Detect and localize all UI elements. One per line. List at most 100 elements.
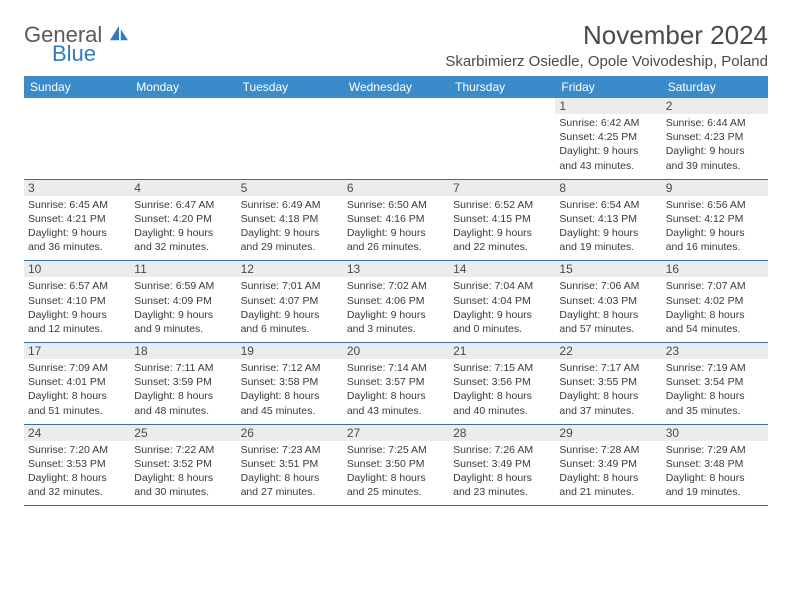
calendar-week: 10Sunrise: 6:57 AMSunset: 4:10 PMDayligh… <box>24 261 768 343</box>
calendar-cell: 27 Sunrise: 7:25 AMSunset: 3:50 PMDayligh… <box>343 424 449 506</box>
calendar-cell: 17Sunrise: 7:09 AMSunset: 4:01 PMDayligh… <box>24 343 130 425</box>
day-number: 17 <box>24 343 130 359</box>
calendar-cell <box>343 98 449 179</box>
calendar-cell: 8Sunrise: 6:54 AMSunset: 4:13 PMDaylight… <box>555 179 661 261</box>
day-details: Sunrise: 7:22 AMSunset: 3:52 PMDaylight:… <box>134 443 232 500</box>
calendar-cell: 20 Sunrise: 7:14 AMSunset: 3:57 PMDayligh… <box>343 343 449 425</box>
calendar-cell: 28 Sunrise: 7:26 AMSunset: 3:49 PMDayligh… <box>449 424 555 506</box>
day-details: Sunrise: 7:14 AMSunset: 3:57 PMDaylight:… <box>347 361 445 418</box>
weekday-header: Thursday <box>449 76 555 98</box>
calendar-cell: 2Sunrise: 6:44 AMSunset: 4:23 PMDaylight… <box>662 98 768 179</box>
calendar-cell: 4Sunrise: 6:47 AMSunset: 4:20 PMDaylight… <box>130 179 236 261</box>
day-details: Sunrise: 6:59 AMSunset: 4:09 PMDaylight:… <box>134 279 232 336</box>
weekday-row: SundayMondayTuesdayWednesdayThursdayFrid… <box>24 76 768 98</box>
day-number: 20 <box>343 343 449 359</box>
calendar-week: 1 Sunrise: 6:42 AMSunset: 4:25 PMDaylight… <box>24 98 768 179</box>
calendar-cell: 6 Sunrise: 6:50 AMSunset: 4:16 PMDaylight… <box>343 179 449 261</box>
day-number: 16 <box>662 261 768 277</box>
calendar-cell: 19 Sunrise: 7:12 AMSunset: 3:58 PMDayligh… <box>237 343 343 425</box>
day-number: 9 <box>662 180 768 196</box>
day-number: 28 <box>449 425 555 441</box>
day-details: Sunrise: 7:29 AMSunset: 3:48 PMDaylight:… <box>666 443 764 500</box>
day-number: 19 <box>237 343 343 359</box>
day-number: 2 <box>662 98 768 114</box>
day-details: Sunrise: 6:45 AMSunset: 4:21 PMDaylight:… <box>28 198 126 255</box>
day-number: 22 <box>555 343 661 359</box>
weekday-header: Friday <box>555 76 661 98</box>
calendar-week: 17Sunrise: 7:09 AMSunset: 4:01 PMDayligh… <box>24 343 768 425</box>
day-number: 12 <box>237 261 343 277</box>
page-header: General Blue November 2024 Skarbimierz O… <box>24 20 768 70</box>
day-details: Sunrise: 6:56 AMSunset: 4:12 PMDaylight:… <box>666 198 764 255</box>
brand-name-2: Blue <box>52 44 130 65</box>
day-number: 14 <box>449 261 555 277</box>
calendar-cell <box>24 98 130 179</box>
calendar-cell: 3 Sunrise: 6:45 AMSunset: 4:21 PMDaylight… <box>24 179 130 261</box>
day-details: Sunrise: 7:26 AMSunset: 3:49 PMDaylight:… <box>453 443 551 500</box>
day-number: 25 <box>130 425 236 441</box>
weekday-header: Sunday <box>24 76 130 98</box>
day-details: Sunrise: 7:20 AMSunset: 3:53 PMDaylight:… <box>28 443 126 500</box>
calendar-cell <box>237 98 343 179</box>
day-number: 23 <box>662 343 768 359</box>
day-details: Sunrise: 7:28 AMSunset: 3:49 PMDaylight:… <box>559 443 657 500</box>
day-details: Sunrise: 6:50 AMSunset: 4:16 PMDaylight:… <box>347 198 445 255</box>
day-number: 18 <box>130 343 236 359</box>
day-number: 24 <box>24 425 130 441</box>
calendar-cell <box>449 98 555 179</box>
day-number: 26 <box>237 425 343 441</box>
day-details: Sunrise: 7:23 AMSunset: 3:51 PMDaylight:… <box>241 443 339 500</box>
calendar-cell: 15Sunrise: 7:06 AMSunset: 4:03 PMDayligh… <box>555 261 661 343</box>
day-number: 10 <box>24 261 130 277</box>
calendar-cell: 24 Sunrise: 7:20 AMSunset: 3:53 PMDayligh… <box>24 424 130 506</box>
weekday-header: Tuesday <box>237 76 343 98</box>
weekday-header: Saturday <box>662 76 768 98</box>
day-details: Sunrise: 6:52 AMSunset: 4:15 PMDaylight:… <box>453 198 551 255</box>
calendar-cell: 16 Sunrise: 7:07 AMSunset: 4:02 PMDayligh… <box>662 261 768 343</box>
weekday-header: Monday <box>130 76 236 98</box>
day-details: Sunrise: 6:42 AMSunset: 4:25 PMDaylight:… <box>559 116 657 173</box>
calendar-cell: 7 Sunrise: 6:52 AMSunset: 4:15 PMDaylight… <box>449 179 555 261</box>
calendar-cell: 25 Sunrise: 7:22 AMSunset: 3:52 PMDayligh… <box>130 424 236 506</box>
calendar-body: 1 Sunrise: 6:42 AMSunset: 4:25 PMDaylight… <box>24 98 768 506</box>
calendar-cell: 5 Sunrise: 6:49 AMSunset: 4:18 PMDaylight… <box>237 179 343 261</box>
day-details: Sunrise: 7:25 AMSunset: 3:50 PMDaylight:… <box>347 443 445 500</box>
day-number: 4 <box>130 180 236 196</box>
day-number: 29 <box>555 425 661 441</box>
calendar-cell: 11Sunrise: 6:59 AMSunset: 4:09 PMDayligh… <box>130 261 236 343</box>
calendar-cell: 30Sunrise: 7:29 AMSunset: 3:48 PMDayligh… <box>662 424 768 506</box>
calendar-cell: 22 Sunrise: 7:17 AMSunset: 3:55 PMDayligh… <box>555 343 661 425</box>
day-number: 21 <box>449 343 555 359</box>
day-number: 6 <box>343 180 449 196</box>
day-number: 3 <box>24 180 130 196</box>
month-title: November 2024 <box>445 20 768 51</box>
calendar-cell: 21 Sunrise: 7:15 AMSunset: 3:56 PMDayligh… <box>449 343 555 425</box>
calendar-cell: 14 Sunrise: 7:04 AMSunset: 4:04 PMDayligh… <box>449 261 555 343</box>
calendar-cell: 18Sunrise: 7:11 AMSunset: 3:59 PMDayligh… <box>130 343 236 425</box>
day-details: Sunrise: 7:04 AMSunset: 4:04 PMDaylight:… <box>453 279 551 336</box>
day-number: 27 <box>343 425 449 441</box>
calendar-page: General Blue November 2024 Skarbimierz O… <box>0 0 792 526</box>
day-details: Sunrise: 7:15 AMSunset: 3:56 PMDaylight:… <box>453 361 551 418</box>
brand-text: General Blue <box>24 24 130 65</box>
calendar-cell: 26 Sunrise: 7:23 AMSunset: 3:51 PMDayligh… <box>237 424 343 506</box>
calendar-cell: 12 Sunrise: 7:01 AMSunset: 4:07 PMDayligh… <box>237 261 343 343</box>
location-text: Skarbimierz Osiedle, Opole Voivodeship, … <box>445 53 768 70</box>
day-details: Sunrise: 6:49 AMSunset: 4:18 PMDaylight:… <box>241 198 339 255</box>
day-details: Sunrise: 7:12 AMSunset: 3:58 PMDaylight:… <box>241 361 339 418</box>
day-details: Sunrise: 6:54 AMSunset: 4:13 PMDaylight:… <box>559 198 657 255</box>
header-right: November 2024 Skarbimierz Osiedle, Opole… <box>445 20 768 70</box>
day-details: Sunrise: 7:07 AMSunset: 4:02 PMDaylight:… <box>666 279 764 336</box>
calendar-cell: 10Sunrise: 6:57 AMSunset: 4:10 PMDayligh… <box>24 261 130 343</box>
day-details: Sunrise: 7:01 AMSunset: 4:07 PMDaylight:… <box>241 279 339 336</box>
day-number: 7 <box>449 180 555 196</box>
day-number: 5 <box>237 180 343 196</box>
day-number: 1 <box>555 98 661 114</box>
calendar-cell: 23Sunrise: 7:19 AMSunset: 3:54 PMDayligh… <box>662 343 768 425</box>
calendar-cell: 29 Sunrise: 7:28 AMSunset: 3:49 PMDayligh… <box>555 424 661 506</box>
day-number: 15 <box>555 261 661 277</box>
calendar-week: 3 Sunrise: 6:45 AMSunset: 4:21 PMDaylight… <box>24 179 768 261</box>
calendar-week: 24 Sunrise: 7:20 AMSunset: 3:53 PMDayligh… <box>24 424 768 506</box>
calendar-cell <box>130 98 236 179</box>
day-details: Sunrise: 7:17 AMSunset: 3:55 PMDaylight:… <box>559 361 657 418</box>
